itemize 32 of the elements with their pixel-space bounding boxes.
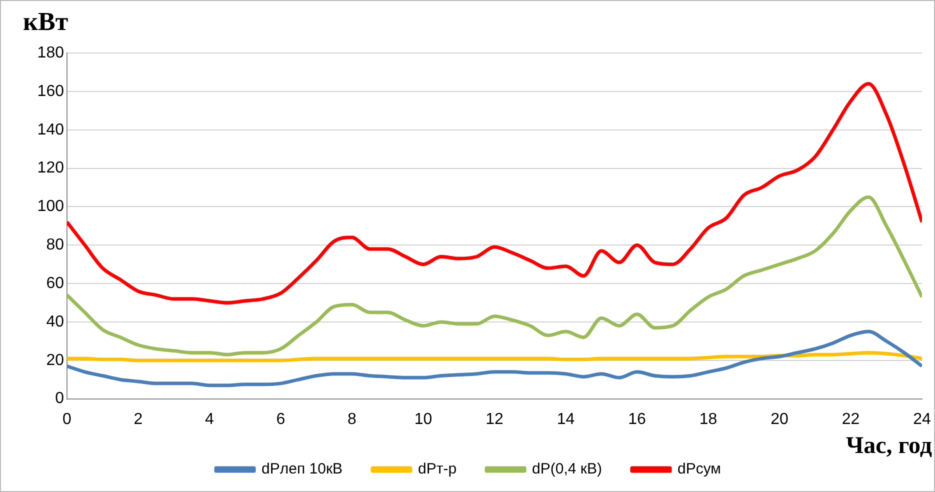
line-series [67,330,922,388]
line-series [67,195,922,356]
y-tick-label: 0 [55,390,64,408]
y-tick-label: 140 [37,121,64,138]
x-tick-label: 24 [913,410,931,428]
y-tick-label: 180 [37,44,64,62]
x-axis-title: Час, год [846,433,932,460]
y-tick-label: 120 [37,160,64,177]
x-tick-label: 22 [842,410,860,428]
x-tick-label: 12 [486,410,504,428]
y-tick-label: 40 [46,313,64,330]
x-tick-label: 10 [414,410,432,428]
line-series [67,82,922,304]
x-tick-label: 16 [628,410,646,428]
legend-label: dPлеп 10кВ [262,460,343,478]
line-series [67,350,922,362]
y-tick-label: 80 [46,236,64,254]
x-tick-label: 4 [205,410,214,428]
x-tick-label: 8 [348,410,357,428]
legend-label: dPсум [677,460,721,478]
y-tick-label: 160 [37,82,64,100]
legend-label: dPт-р [418,460,457,478]
x-tick-label: 6 [276,410,286,428]
legend-label: dP(0,4 кВ) [532,460,602,478]
y-tick-label: 60 [46,274,64,292]
y-tick-label: 20 [46,352,64,369]
y-axis-title: кВт [23,7,68,37]
x-tick-label: 2 [134,410,143,428]
x-tick-label: 14 [556,410,575,428]
x-tick-label: 18 [699,410,718,428]
x-tick-label: 20 [770,410,788,428]
y-tick-label: 100 [37,198,64,216]
